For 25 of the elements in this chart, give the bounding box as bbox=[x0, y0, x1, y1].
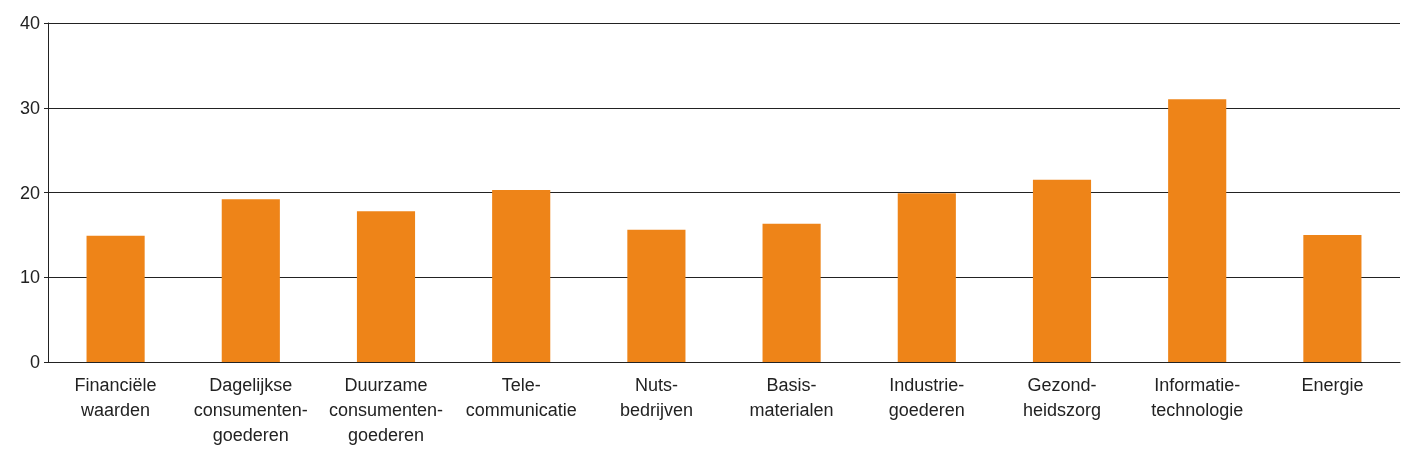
x-tick-label: Energie bbox=[1301, 374, 1364, 395]
x-tick-label: Dagelijkse consumenten- goederen bbox=[193, 374, 308, 445]
x-tick-label: Industrie- goederen bbox=[888, 374, 965, 420]
bar bbox=[1168, 99, 1227, 362]
y-tick-label: 30 bbox=[19, 97, 40, 118]
bar bbox=[1303, 234, 1362, 362]
y-tick-label: 40 bbox=[19, 13, 40, 33]
x-tick-label: Informatie- technologie bbox=[1151, 374, 1244, 420]
x-tick-label: Nuts- bedrijven bbox=[619, 374, 693, 420]
bar bbox=[762, 223, 821, 362]
x-tick-label: Gezond- heidszorg bbox=[1022, 374, 1102, 420]
x-tick-label: Tele- communicatie bbox=[465, 374, 577, 420]
y-tick-label: 10 bbox=[19, 267, 40, 288]
bar bbox=[897, 193, 956, 362]
bar bbox=[86, 235, 145, 362]
y-tick-label: 0 bbox=[29, 352, 40, 372]
x-tick-label: Duurzame consumenten- goederen bbox=[328, 374, 444, 445]
bar bbox=[627, 229, 686, 362]
x-tick-label: Basis- materialen bbox=[749, 374, 834, 420]
y-tick-label: 20 bbox=[19, 182, 40, 203]
bar bbox=[1032, 179, 1092, 362]
bar bbox=[492, 189, 551, 362]
x-tick-label: Financiële waarden bbox=[74, 374, 157, 420]
bar bbox=[356, 211, 416, 362]
bar bbox=[221, 199, 280, 362]
